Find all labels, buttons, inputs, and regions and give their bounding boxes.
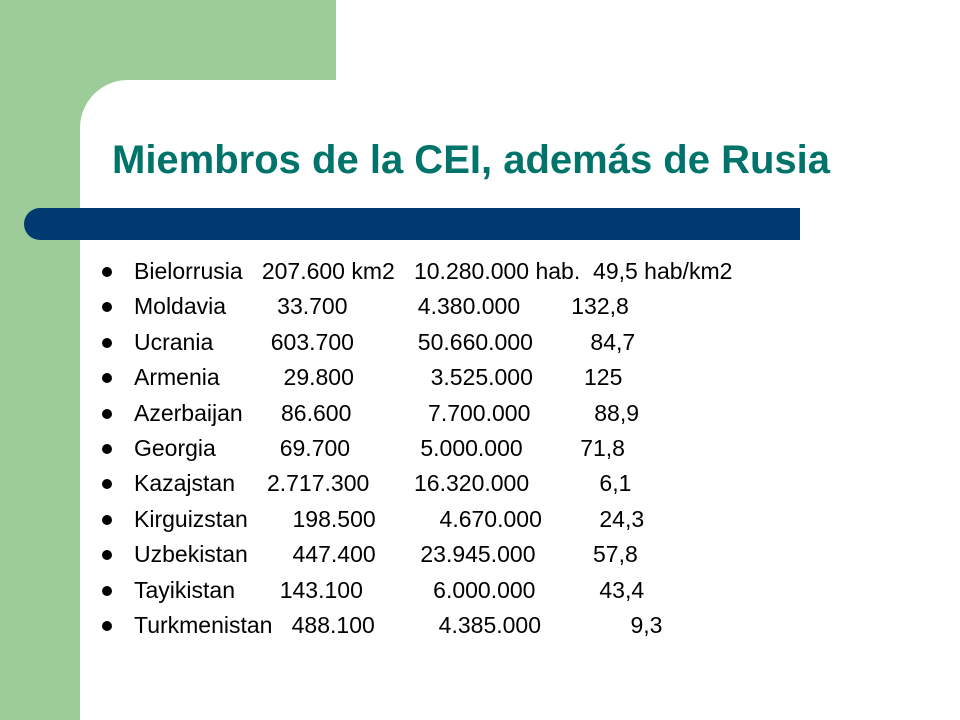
list-item-ucrania: Ucrania 603.700 50.660.000 84,7 bbox=[100, 325, 732, 360]
list-item-kirguizstan: Kirguizstan 198.500 4.670.000 24,3 bbox=[100, 502, 732, 537]
bullet-icon bbox=[102, 408, 112, 419]
list-item-moldavia: Moldavia 33.700 4.380.000 132,8 bbox=[100, 289, 732, 324]
bullet-icon bbox=[102, 514, 112, 525]
list-item-kazajstan: Kazajstan 2.717.300 16.320.000 6,1 bbox=[100, 466, 732, 501]
list-item-text: Armenia 29.800 3.525.000 125 bbox=[134, 364, 623, 391]
list-item-text: Uzbekistan 447.400 23.945.000 57,8 bbox=[134, 541, 638, 568]
bullet-icon bbox=[102, 620, 112, 631]
list-item-text: Georgia 69.700 5.000.000 71,8 bbox=[134, 434, 625, 461]
list-item-uzbekistan: Uzbekistan 447.400 23.945.000 57,8 bbox=[100, 537, 732, 572]
content-panel bbox=[80, 80, 960, 720]
slide-title: Miembros de la CEI, además de Rusia bbox=[112, 138, 831, 182]
list-item-text: Kazajstan 2.717.300 16.320.000 6,1 bbox=[134, 470, 632, 497]
list-item-text: Azerbaijan 86.600 7.700.000 88,9 bbox=[134, 399, 640, 426]
list-item-text: Tayikistan 143.100 6.000.000 43,4 bbox=[134, 576, 645, 603]
bullet-icon bbox=[102, 443, 112, 454]
list-item-text: Moldavia 33.700 4.380.000 132,8 bbox=[134, 293, 629, 320]
list-item-text: Bielorrusia 207.600 km2 10.280.000 hab. … bbox=[134, 258, 733, 284]
bullet-icon bbox=[102, 373, 112, 384]
list-item-azerbaijan: Azerbaijan 86.600 7.700.000 88,9 bbox=[100, 396, 732, 431]
list-item-text: Kirguizstan 198.500 4.670.000 24,3 bbox=[134, 505, 645, 532]
title-underline-bar bbox=[24, 208, 800, 240]
bullet-icon bbox=[102, 550, 112, 561]
bullet-icon bbox=[102, 267, 112, 277]
list-item-text: Turkmenistan 488.100 4.385.000 9,3 bbox=[134, 611, 663, 638]
bullet-icon bbox=[102, 585, 112, 596]
list-item-georgia: Georgia 69.700 5.000.000 71,8 bbox=[100, 431, 732, 466]
list-item-tayikistan: Tayikistan 143.100 6.000.000 43,4 bbox=[100, 573, 732, 608]
list-item-bielorrusia: Bielorrusia 207.600 km2 10.280.000 hab. … bbox=[100, 254, 732, 289]
list-item-turkmenistan: Turkmenistan 488.100 4.385.000 9,3 bbox=[100, 608, 732, 643]
list-item-text: Ucrania 603.700 50.660.000 84,7 bbox=[134, 328, 636, 355]
bullet-icon bbox=[102, 337, 112, 348]
country-list: Bielorrusia 207.600 km2 10.280.000 hab. … bbox=[100, 254, 732, 643]
list-item-armenia: Armenia 29.800 3.525.000 125 bbox=[100, 360, 732, 395]
bullet-icon bbox=[102, 302, 112, 313]
bullet-icon bbox=[102, 479, 112, 490]
